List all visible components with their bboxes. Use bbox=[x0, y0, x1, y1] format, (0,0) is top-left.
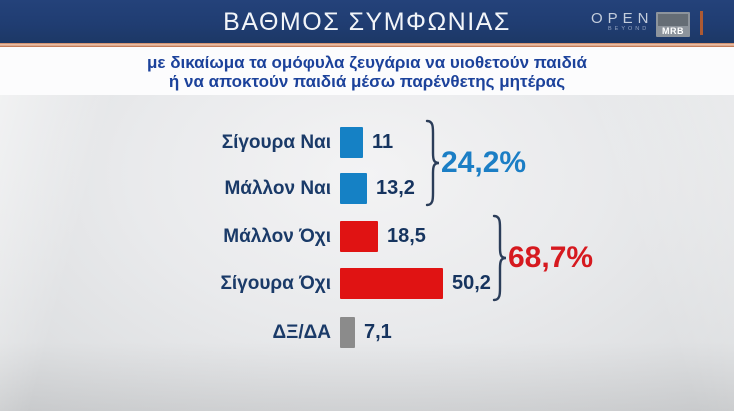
bar-dxda bbox=[340, 317, 355, 348]
subtitle: με δικαίωμα τα ομόφυλα ζευγάρια να υιοθε… bbox=[0, 47, 734, 95]
bar-label-mallon-ochi: Μάλλον Όχι bbox=[223, 226, 331, 247]
bar-label-sigoura-ochi: Σίγουρα Όχι bbox=[220, 273, 331, 294]
subtitle-line-2: ή να αποκτούν παιδιά μέσω παρένθετης μητ… bbox=[168, 72, 566, 91]
bar-value-mallon-nai: 13,2 bbox=[376, 177, 415, 199]
bar-value-sigoura-nai: 11 bbox=[372, 131, 394, 153]
no-total-percent: 68,7% bbox=[508, 241, 594, 274]
bar-sigoura-nai bbox=[340, 127, 363, 158]
header-bar: ΒΑΘΜΟΣ ΣΥΜΦΩΝΙΑΣ OPEN BEYOND MRB bbox=[0, 0, 734, 43]
bar-value-mallon-ochi: 18,5 bbox=[387, 225, 426, 247]
mrb-logo-band bbox=[658, 14, 688, 26]
bar-value-sigoura-ochi: 50,2 bbox=[452, 272, 491, 294]
bar-label-mallon-nai: Μάλλον Ναι bbox=[224, 178, 331, 199]
bar-label-sigoura-nai: Σίγουρα Ναι bbox=[221, 132, 331, 153]
yes-total-percent: 24,2% bbox=[441, 146, 527, 179]
page-title: ΒΑΘΜΟΣ ΣΥΜΦΩΝΙΑΣ bbox=[223, 8, 511, 36]
bar-mallon-nai bbox=[340, 173, 367, 204]
brace-yes-group bbox=[425, 119, 441, 207]
bar-label-dxda: ΔΞ/ΔΑ bbox=[272, 322, 331, 343]
brace-no-group bbox=[492, 214, 508, 302]
subtitle-line-1: με δικαίωμα τα ομόφυλα ζευγάρια να υιοθε… bbox=[147, 53, 587, 72]
open-tv-logo: OPEN BEYOND bbox=[591, 10, 661, 32]
header-orange-tick bbox=[700, 11, 703, 35]
accent-divider bbox=[0, 43, 734, 47]
bar-value-dxda: 7,1 bbox=[364, 321, 392, 343]
bar-chart: Σίγουρα Ναι 11 Μάλλον Ναι 13,2 Μάλλον Όχ… bbox=[0, 95, 734, 411]
mrb-logo: MRB bbox=[656, 12, 690, 37]
mrb-logo-text: MRB bbox=[662, 26, 684, 36]
bar-mallon-ochi bbox=[340, 221, 378, 252]
open-logo-text: OPEN bbox=[591, 10, 654, 27]
open-logo-subtext: BEYOND bbox=[608, 26, 650, 32]
bar-sigoura-ochi bbox=[340, 268, 443, 299]
